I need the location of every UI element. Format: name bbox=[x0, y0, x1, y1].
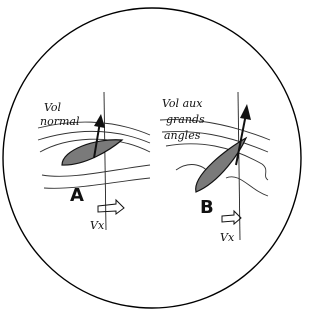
panel-label: B bbox=[200, 197, 214, 218]
caption: grands bbox=[166, 113, 205, 126]
velocity-label: Vx bbox=[220, 231, 235, 244]
circle-frame bbox=[3, 8, 301, 308]
caption: Vol bbox=[44, 101, 62, 114]
caption: Vol aux bbox=[162, 97, 203, 110]
panel-label: A bbox=[70, 185, 84, 206]
diagram: Vol normal A Vx Vol aux grands angles B … bbox=[0, 0, 304, 309]
caption: normal bbox=[40, 115, 80, 128]
velocity-label: Vx bbox=[90, 219, 105, 232]
caption: angles bbox=[164, 129, 201, 142]
